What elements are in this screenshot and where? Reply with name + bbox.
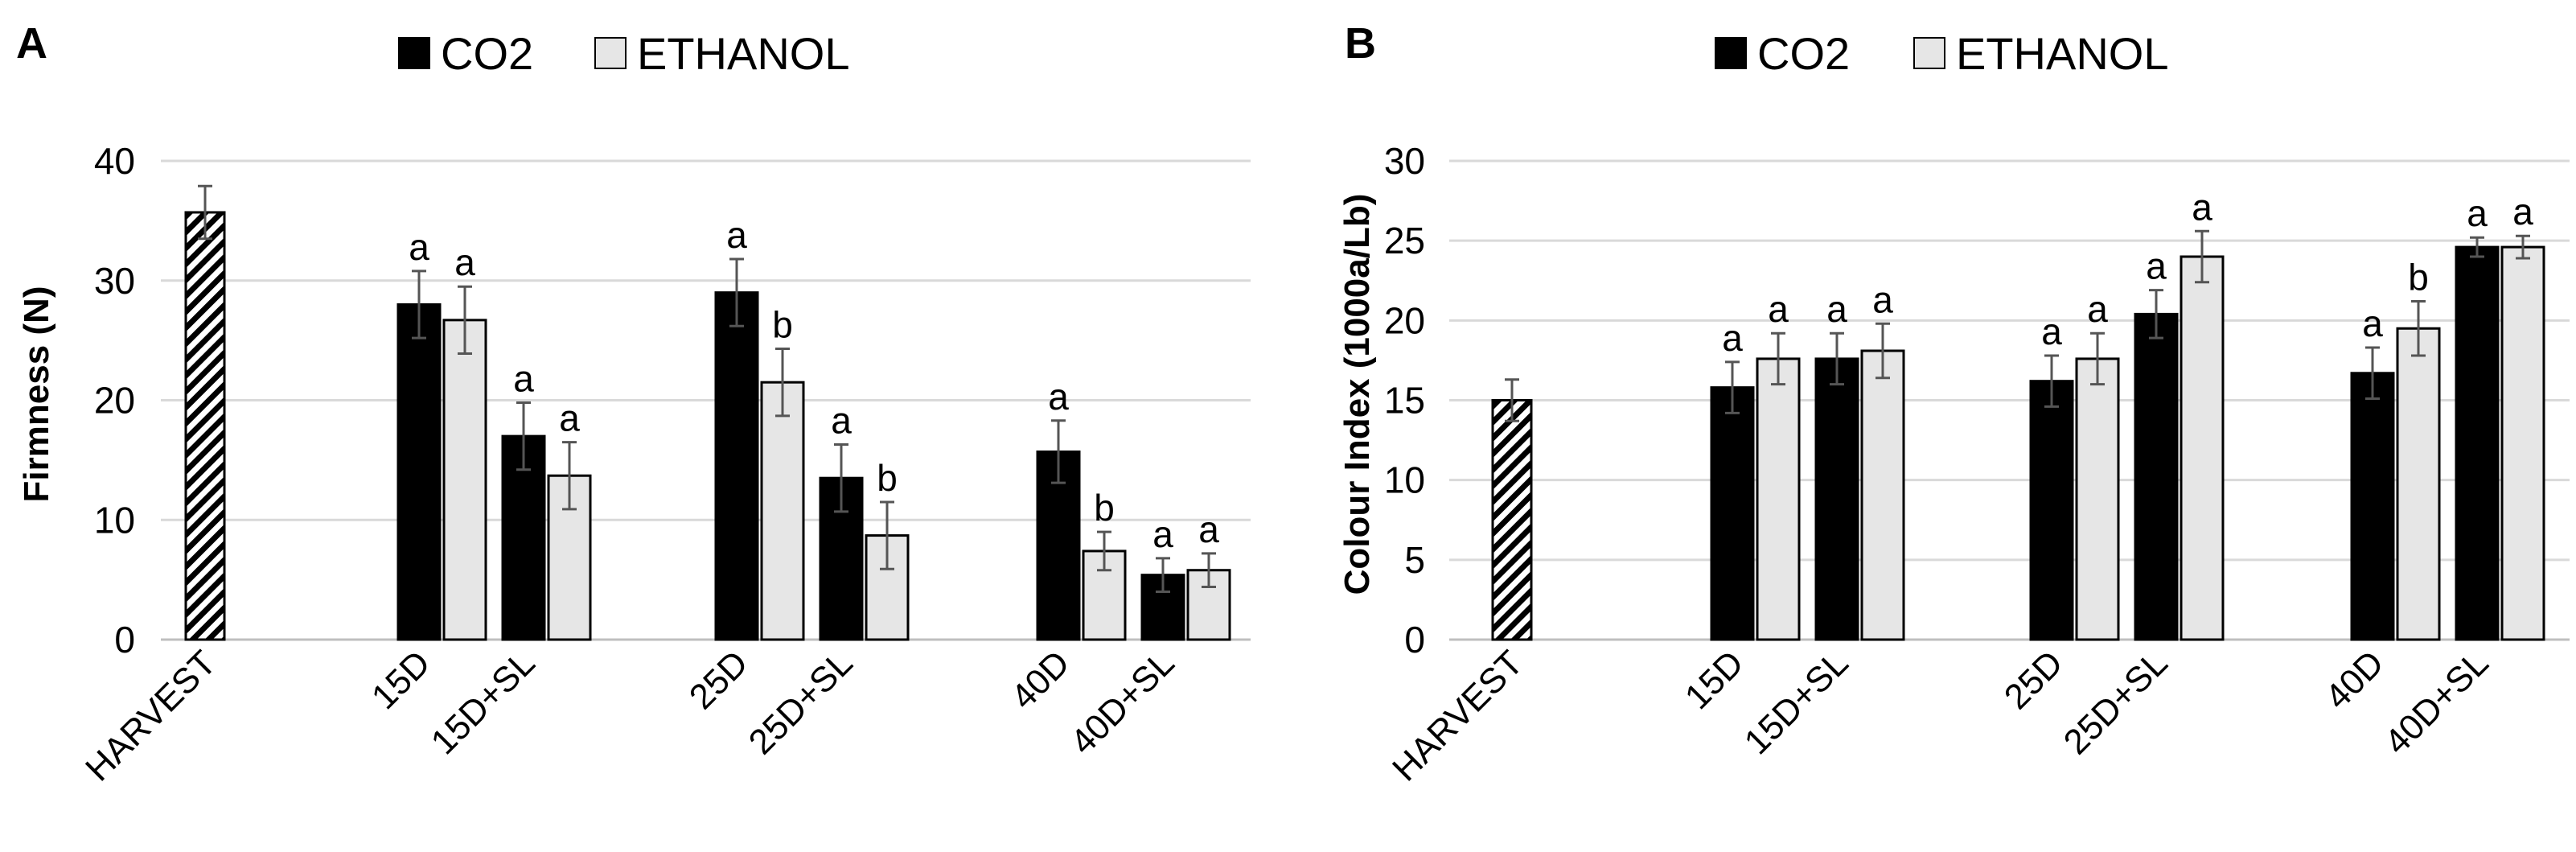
p1-bar-co2-25d-sl (819, 476, 864, 641)
p1-y-tick-30: 30 (94, 260, 135, 302)
p1-sig-letter-ethanol-15d: a (454, 241, 475, 283)
p2-y-tick-5: 5 (1404, 539, 1425, 581)
p1-bar-ethanol-40d (1082, 549, 1127, 641)
p2-sig-letter-ethanol-15d: a (1768, 288, 1789, 330)
legend-label-co2-b: CO2 (1757, 28, 1850, 79)
p2-sig-letter-co2-15d: a (1722, 317, 1743, 359)
p2-sig-letter-ethanol-15d-sl: a (1872, 278, 1893, 320)
p1-x-label-15d: 15D (364, 643, 438, 717)
p1-y-tick-10: 10 (94, 499, 135, 541)
p1-bar-harvest (184, 211, 226, 641)
p1-sig-letter-ethanol-25d: b (772, 304, 793, 346)
p1-x-label-25d-sl: 25D+SL (742, 643, 861, 762)
legend-swatch-co2-b (1715, 37, 1747, 69)
p1-x-label-40d-sl: 40D+SL (1063, 643, 1182, 762)
p2-bar-ethanol-40d-sl (2500, 245, 2545, 641)
p1-sig-letter-co2-25d: a (726, 214, 747, 256)
p2-sig-letter-ethanol-25d: a (2087, 288, 2108, 330)
p2-sig-letter-co2-15d-sl: a (1826, 288, 1847, 330)
p1-sig-letter-co2-15d-sl: a (513, 357, 534, 399)
legend-label-co2-a: CO2 (441, 28, 533, 79)
p2-sig-letter-ethanol-40d-sl: a (2512, 191, 2533, 233)
p1-sig-letter-co2-40d-sl: a (1152, 513, 1173, 555)
p2-sig-letter-ethanol-40d: b (2408, 257, 2429, 298)
p2-bar-co2-40d-sl (2455, 245, 2500, 641)
p1-bar-ethanol-15d (442, 319, 487, 641)
p2-bar-ethanol-40d (2396, 327, 2441, 641)
legend-label-ethanol-a: ETHANOL (637, 28, 850, 79)
legend-a: CO2 ETHANOL (398, 28, 850, 79)
p1-y-tick-20: 20 (94, 380, 135, 422)
p2-bar-ethanol-25d-sl (2180, 255, 2225, 641)
p2-sig-letter-co2-25d: a (2041, 311, 2062, 352)
p2-y-tick-20: 20 (1384, 299, 1425, 341)
p2-y-tick-15: 15 (1384, 380, 1425, 422)
p2-bar-ethanol-25d (2075, 357, 2120, 641)
panel-letter-a: A (16, 19, 47, 68)
legend-swatch-ethanol-b (1913, 37, 1945, 69)
panel-letter-b: B (1345, 19, 1376, 68)
p1-bar-ethanol-15d-sl (547, 474, 592, 641)
y-axis-label-a: Firmness (N) (17, 286, 56, 503)
p2-x-label-40d: 40D (2318, 643, 2392, 717)
p1-sig-letter-co2-15d: a (409, 226, 429, 268)
legend-swatch-co2-a (398, 37, 430, 69)
p1-sig-letter-ethanol-40d-sl: a (1198, 508, 1219, 550)
y-axis-label-b: Colour Index (1000a/Lb) (1337, 194, 1377, 595)
p2-x-label-25d: 25D (1997, 643, 2071, 717)
p1-sig-letter-ethanol-25d-sl: b (877, 457, 898, 499)
p1-x-label-harvest: HARVEST (78, 643, 224, 788)
p2-x-label-15d: 15D (1678, 643, 1752, 717)
p2-bar-ethanol-15d-sl (1860, 349, 1905, 641)
p1-bar-ethanol-25d (760, 381, 805, 641)
p2-x-label-harvest: HARVEST (1385, 643, 1530, 788)
p2-y-tick-0: 0 (1404, 619, 1425, 661)
p2-y-tick-10: 10 (1384, 459, 1425, 501)
p2-x-label-40d-sl: 40D+SL (2377, 643, 2496, 762)
p2-sig-letter-co2-40d: a (2362, 303, 2383, 344)
p2-bar-harvest (1491, 399, 1533, 641)
p2-x-label-25d-sl: 25D+SL (2056, 643, 2175, 762)
p1-y-tick-40: 40 (94, 140, 135, 182)
p2-bar-co2-25d (2029, 380, 2074, 641)
p2-sig-letter-ethanol-25d-sl: a (2192, 186, 2212, 228)
p1-sig-letter-ethanol-15d-sl: a (559, 397, 580, 439)
p1-sig-letter-ethanol-40d: b (1094, 487, 1115, 529)
p2-y-tick-30: 30 (1384, 140, 1425, 182)
p1-x-label-15d-sl: 15D+SL (424, 643, 543, 762)
p2-x-label-15d-sl: 15D+SL (1737, 643, 1856, 762)
legend-label-ethanol-b: ETHANOL (1956, 28, 2169, 79)
legend-b: CO2 ETHANOL (1715, 28, 2169, 79)
p1-x-label-40d: 40D (1004, 643, 1078, 717)
p2-sig-letter-co2-25d-sl: a (2146, 245, 2167, 287)
p1-sig-letter-co2-40d: a (1048, 376, 1069, 418)
p2-y-tick-25: 25 (1384, 220, 1425, 261)
p2-bar-co2-15d (1710, 386, 1755, 641)
p2-bar-co2-15d-sl (1814, 357, 1859, 641)
p1-x-label-25d: 25D (682, 643, 756, 717)
p1-bar-co2-15d (396, 303, 442, 641)
p2-bar-co2-40d (2350, 372, 2395, 641)
p1-sig-letter-co2-25d-sl: a (831, 400, 852, 442)
p1-bar-co2-25d (714, 291, 759, 641)
p1-bar-co2-15d-sl (501, 434, 546, 641)
p2-sig-letter-co2-40d-sl: a (2467, 192, 2488, 234)
p1-y-tick-0: 0 (114, 619, 135, 661)
p2-bar-ethanol-15d (1756, 357, 1801, 641)
legend-swatch-ethanol-a (594, 37, 627, 69)
p2-bar-co2-25d-sl (2134, 312, 2179, 641)
